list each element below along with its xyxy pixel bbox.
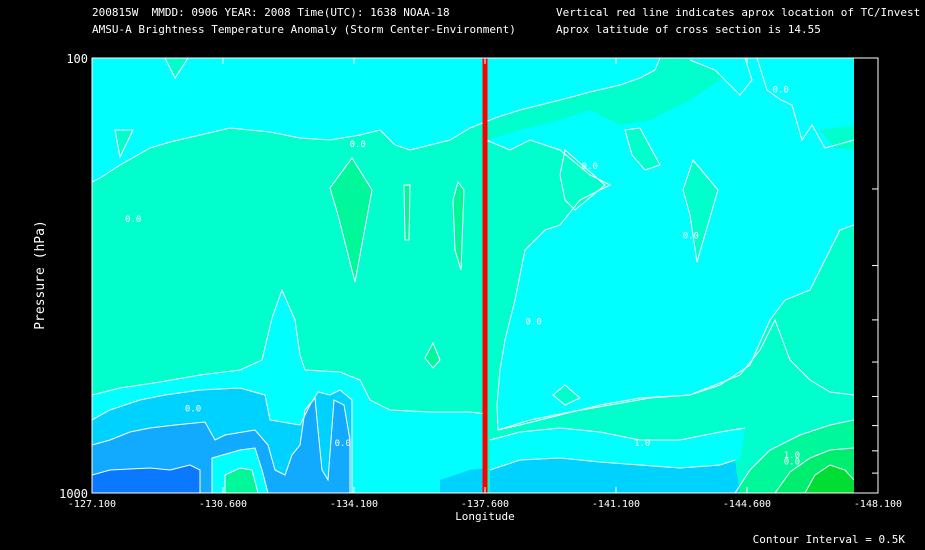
fill-deep-blue-lower-left — [92, 465, 200, 493]
contour-line — [804, 464, 854, 493]
contour-lines — [92, 58, 854, 493]
x-tick-label: -141.100 — [592, 499, 640, 510]
contour-line — [424, 341, 441, 369]
contour-value-label: 0.0 — [683, 232, 699, 242]
contour-line — [92, 387, 353, 493]
contour-value-label: 0.0 — [773, 85, 789, 95]
contour-line — [92, 58, 661, 183]
contour-line — [489, 427, 746, 441]
contour-value-label: 0.0 — [350, 140, 366, 150]
x-tick-label: -144.600 — [723, 499, 771, 510]
contour-line — [624, 127, 661, 171]
x-tick-label: -134.100 — [330, 499, 378, 510]
x-tick-label: -137.600 — [461, 499, 509, 510]
fill-seagreen-pocket-left — [225, 468, 258, 493]
contour-line — [774, 447, 854, 493]
contour-line — [559, 149, 606, 211]
x-tick-label: -127.100 — [68, 499, 116, 510]
contour-line — [552, 384, 581, 406]
fill-aqua-island-6 — [820, 125, 854, 150]
contour-line — [92, 396, 351, 493]
contour-line — [114, 129, 134, 159]
fill-cyan-bottom-band — [490, 428, 745, 470]
fill-sky-bottom-mid — [490, 458, 740, 493]
fill-bright-green-bottom-right — [805, 465, 854, 493]
fill-seagreen-spot-1 — [330, 158, 372, 282]
contour-value-label: 0.0 — [125, 215, 141, 225]
chart-title: AMSU-A Brightness Temperature Anomaly (S… — [92, 23, 516, 36]
header-line-1: 200815W MMDD: 0906 YEAR: 2008 Time(UTC):… — [92, 6, 450, 19]
contour-line — [485, 139, 612, 431]
contour-line — [756, 58, 854, 149]
contour-line — [329, 157, 373, 283]
y-axis-label: Pressure (hPa) — [33, 220, 48, 330]
contour-line — [682, 158, 719, 263]
no-data-region — [854, 58, 878, 493]
contour-interval-note: Contour Interval = 0.5K — [752, 533, 905, 546]
y-tick-label: 1000 — [59, 487, 88, 501]
x-axis-label: Longitude — [455, 510, 515, 523]
contour-line — [452, 180, 465, 271]
contour-value-label: 1.0 — [784, 451, 800, 461]
contour-line — [489, 457, 736, 471]
contour-value-label: 0.0 — [784, 458, 800, 468]
fill-seagreen-spot-3 — [453, 182, 464, 270]
x-tick-label: -130.600 — [199, 499, 247, 510]
contour-line — [92, 464, 201, 493]
y-tick-label: 100 — [66, 52, 88, 66]
fill-aqua-island-1 — [560, 150, 605, 210]
fill-sky-near-line — [440, 468, 486, 493]
contour-line — [211, 447, 269, 493]
contour-line — [689, 58, 753, 96]
contour-line — [224, 467, 259, 493]
contour-value-label: 1.0 — [634, 439, 650, 449]
contour-value-label: 0.0 — [526, 318, 542, 328]
contour-line — [403, 184, 411, 241]
fill-aqua-island-5 — [115, 130, 133, 157]
fill-aqua-island-3 — [683, 160, 718, 262]
contour-line — [497, 318, 854, 431]
fill-seagreen-spot-2 — [404, 185, 410, 240]
contour-line — [92, 288, 487, 415]
fill-cyan-region — [92, 58, 854, 182]
contour-labels: 0.00.00.00.00.00.00.00.0 1.00.01.0 — [125, 85, 800, 467]
header-note-red-line: Vertical red line indicates aprox locati… — [556, 6, 921, 19]
contour-line — [734, 419, 854, 493]
contour-value-label: 0.0 — [335, 439, 351, 449]
axes: -127.100 -130.600 -134.100 -137.600 -141.100… — [59, 52, 902, 510]
header-note-latitude: Aprox latitude of cross section is 14.55 — [556, 23, 821, 36]
contour-line — [164, 58, 189, 80]
x-tick-label: -148.100 — [854, 499, 902, 510]
fill-aqua-island-2 — [625, 128, 660, 170]
contour-value-label: 0.0 — [582, 162, 598, 172]
contour-line — [497, 224, 854, 431]
contour-fills — [92, 58, 854, 493]
fill-seagreen-spot-4 — [425, 343, 440, 368]
contour-value-label: 0.0 — [185, 405, 201, 415]
